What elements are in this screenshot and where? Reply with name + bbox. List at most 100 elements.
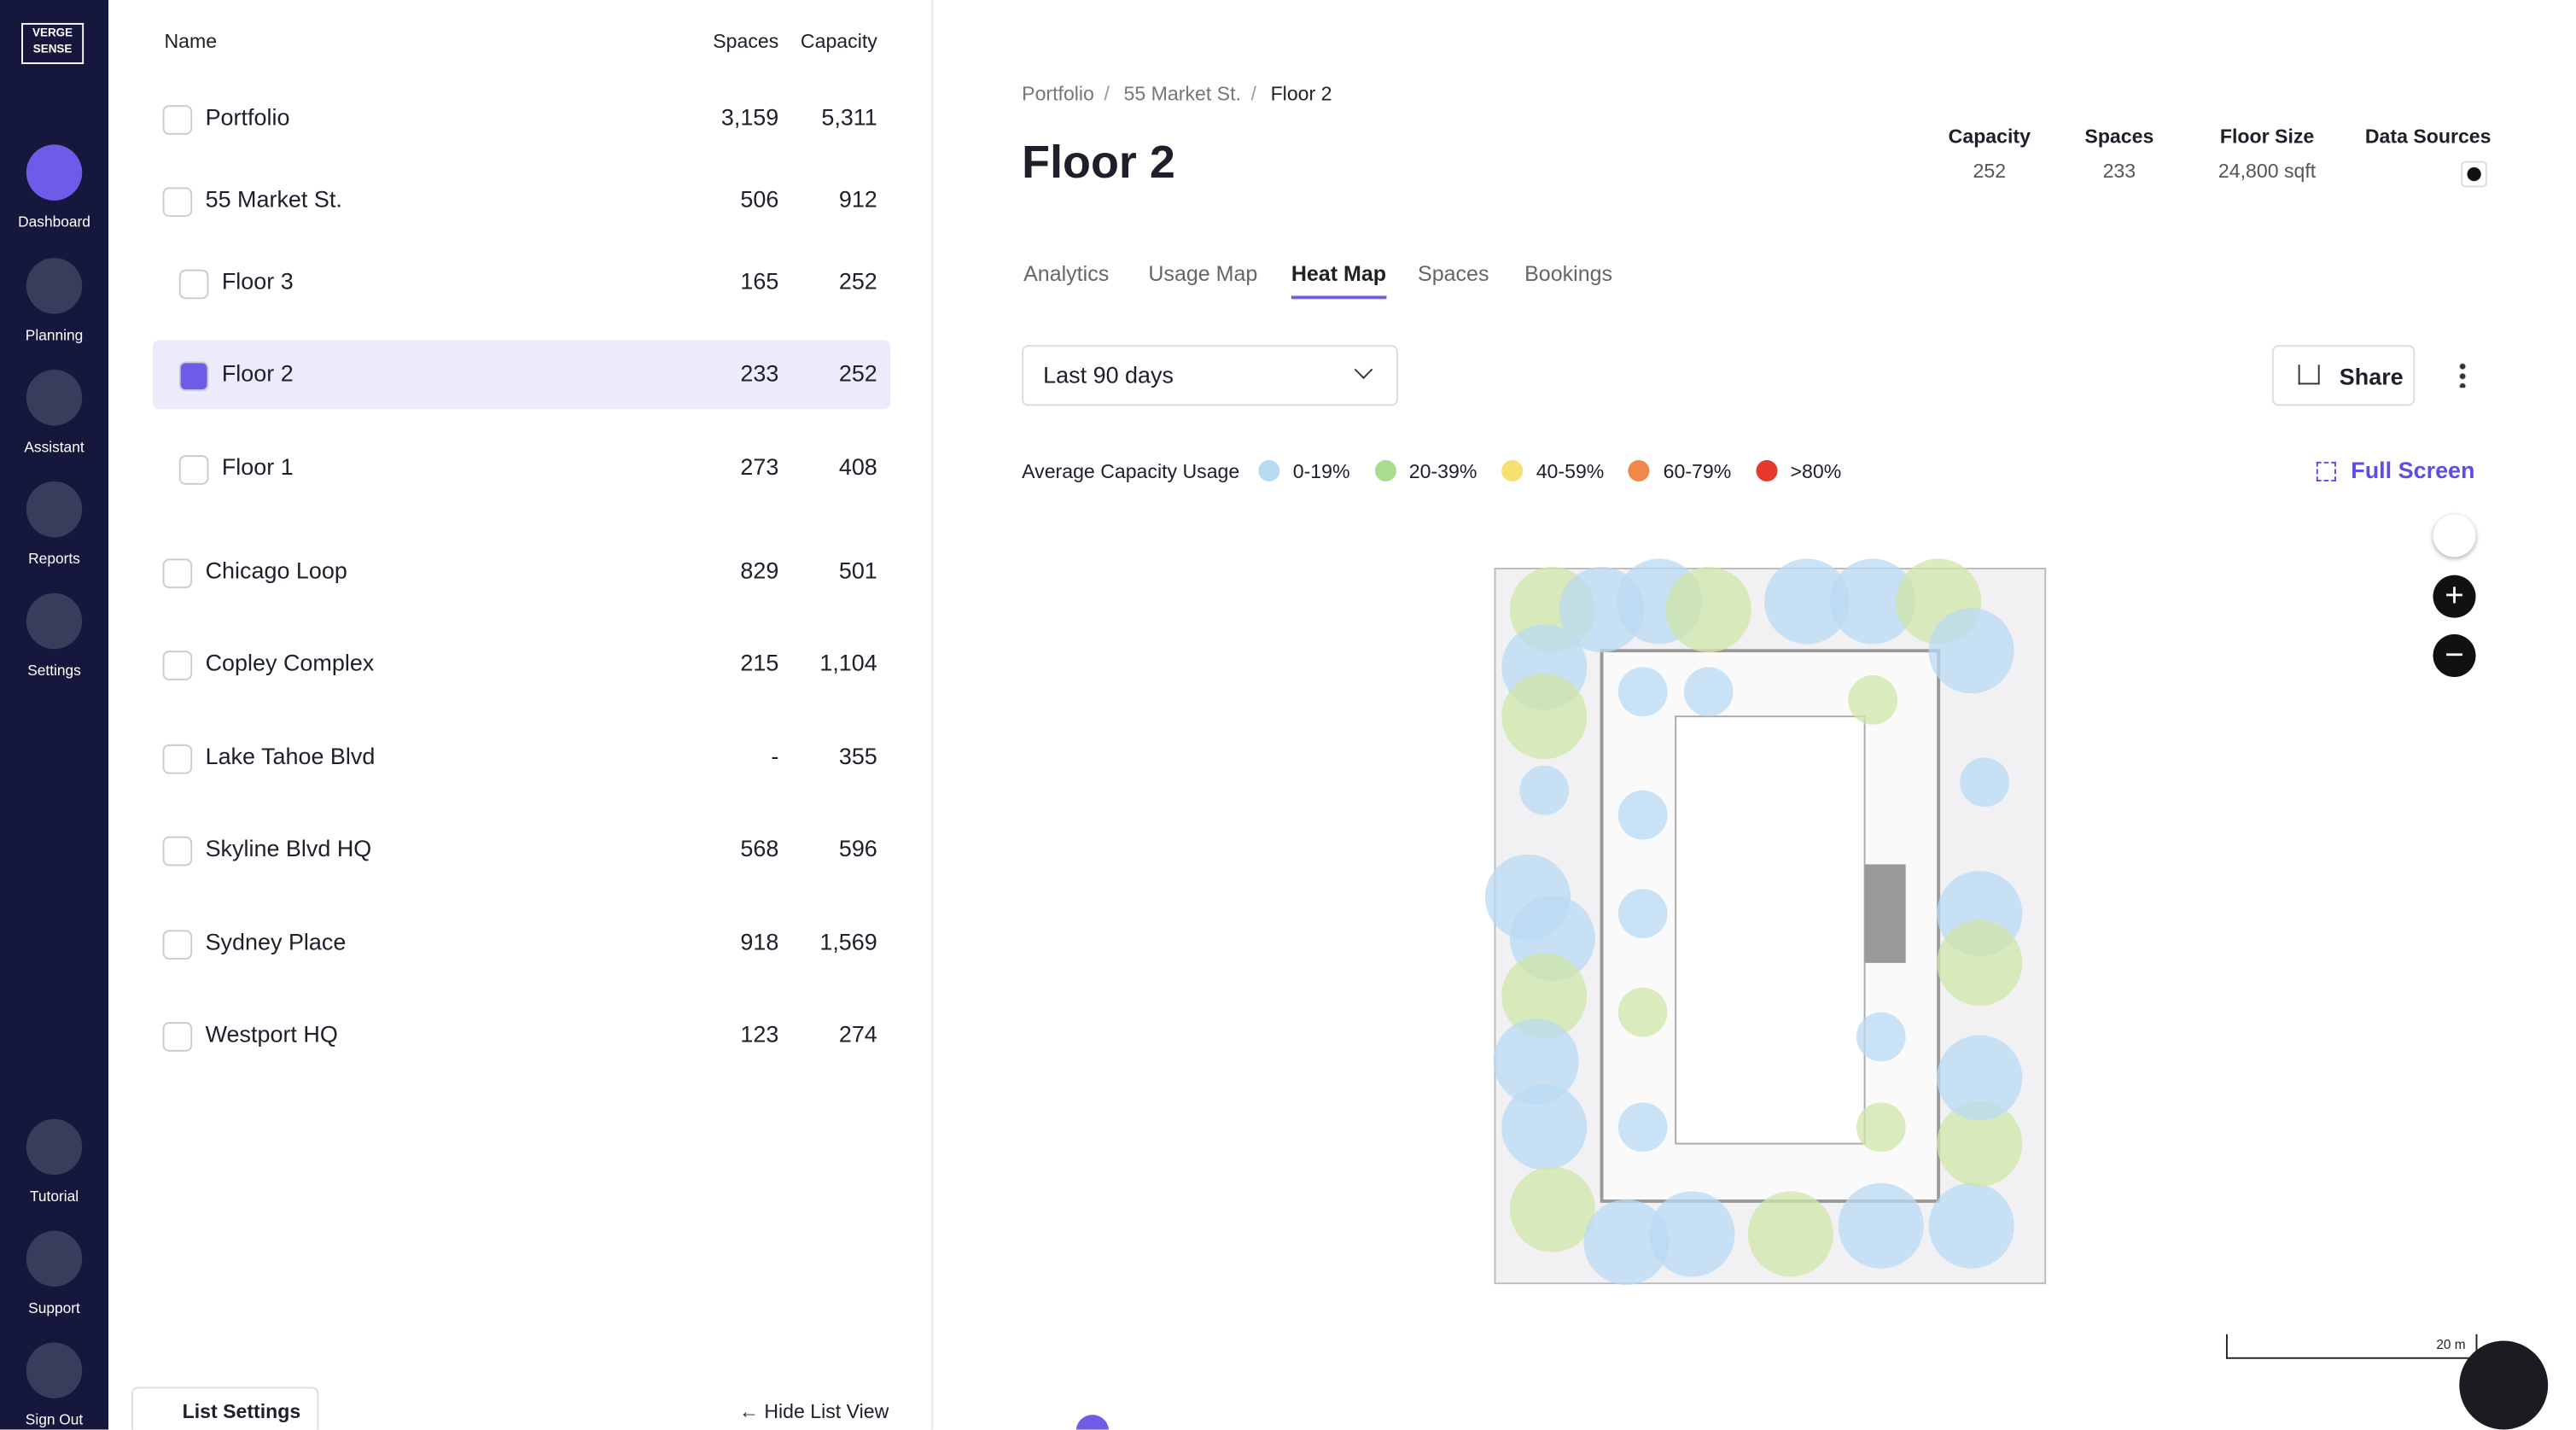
date-range-value: Last 90 days xyxy=(1043,361,1174,388)
heat-blob xyxy=(1617,987,1668,1037)
breadcrumb-item[interactable]: Portfolio xyxy=(1022,82,1094,106)
heat-map xyxy=(1484,558,2047,1286)
chat-button[interactable] xyxy=(2459,1340,2549,1430)
row-spaces: - xyxy=(771,742,779,769)
stat-label: Data Sources xyxy=(2364,125,2491,149)
row-icon[interactable] xyxy=(178,455,209,485)
row-spaces: 123 xyxy=(740,1020,779,1048)
row-icon[interactable] xyxy=(162,558,193,589)
nav-icon[interactable] xyxy=(26,481,83,538)
zoom-button[interactable]: + xyxy=(2433,575,2476,618)
stat-label: Floor Size xyxy=(2219,125,2315,149)
row-capacity: 1,569 xyxy=(819,928,877,955)
heat-blob xyxy=(1830,558,1916,645)
row-icon[interactable] xyxy=(178,269,209,300)
legend-label: 0-19% xyxy=(1292,459,1350,483)
full-screen-icon[interactable] xyxy=(2316,461,2336,482)
heat-blob xyxy=(1509,1166,1595,1252)
row-spaces: 506 xyxy=(740,185,779,213)
date-range-dropdown[interactable]: Last 90 days xyxy=(1022,345,1398,406)
tab[interactable]: Usage Map xyxy=(1148,261,1258,286)
full-screen-button[interactable]: Full Screen xyxy=(2351,457,2475,483)
nav-icon[interactable] xyxy=(26,1118,83,1176)
more-menu[interactable] xyxy=(2459,361,2466,388)
row-icon[interactable] xyxy=(162,1022,193,1052)
heat-blob xyxy=(1617,667,1668,717)
row-name[interactable]: Floor 3 xyxy=(221,267,294,295)
compass-button[interactable] xyxy=(2433,514,2476,557)
nav-label[interactable]: Tutorial xyxy=(29,1188,79,1205)
tab[interactable]: Spaces xyxy=(1418,261,1489,286)
row-icon[interactable] xyxy=(162,187,193,218)
row-name[interactable]: Westport HQ xyxy=(205,1020,338,1048)
share-button[interactable]: Share xyxy=(2271,345,2416,406)
nav-icon[interactable] xyxy=(26,258,83,314)
row-icon[interactable] xyxy=(178,361,209,392)
heat-blob xyxy=(1501,1084,1588,1170)
heat-blob xyxy=(1856,1102,1906,1153)
row-name[interactable]: Copley Complex xyxy=(205,649,375,676)
hide-list-link[interactable]: ← Hide List View xyxy=(738,1399,889,1423)
nav-label[interactable]: Settings xyxy=(27,662,81,679)
list-settings-button[interactable]: List Settings xyxy=(131,1386,319,1430)
nav-label[interactable]: Reports xyxy=(28,550,80,568)
col-header: Spaces xyxy=(713,29,779,53)
dropdown-caret xyxy=(1354,360,1373,379)
row-icon[interactable] xyxy=(162,836,193,867)
row-capacity: 912 xyxy=(838,185,877,213)
row-name[interactable]: Floor 1 xyxy=(221,453,294,481)
nav-icon[interactable] xyxy=(26,1230,83,1287)
row-icon[interactable] xyxy=(162,105,193,135)
row-name[interactable]: Lake Tahoe Blvd xyxy=(205,742,376,769)
row-name[interactable]: Chicago Loop xyxy=(205,557,347,584)
legend-label: >80% xyxy=(1790,459,1842,483)
nav-label[interactable]: Support xyxy=(28,1299,80,1316)
row-icon[interactable] xyxy=(162,651,193,680)
legend-swatch xyxy=(1501,459,1524,482)
row-name[interactable]: Skyline Blvd HQ xyxy=(205,834,372,861)
nav-label[interactable]: Sign Out xyxy=(25,1411,84,1428)
row-name[interactable]: Portfolio xyxy=(205,103,290,131)
row-capacity: 596 xyxy=(838,834,877,861)
stat-label: Spaces xyxy=(2084,125,2154,149)
stat-label: Capacity xyxy=(1948,125,2031,149)
legend-label: 40-59% xyxy=(1536,459,1605,483)
nav-icon[interactable] xyxy=(26,370,83,426)
row-icon[interactable] xyxy=(162,744,193,774)
row-highlight[interactable] xyxy=(152,340,891,410)
heat-blob xyxy=(1838,1182,1924,1269)
share-icon xyxy=(2298,365,2320,385)
list-panel: Name Spaces Capacity Portfolio 3,159 5,311 55 … xyxy=(108,0,934,1430)
legend-swatch xyxy=(1258,459,1280,482)
row-name[interactable]: 55 Market St. xyxy=(205,185,342,213)
breadcrumb-item[interactable]: 55 Market St. xyxy=(1123,82,1241,106)
legend-label: 60-79% xyxy=(1663,459,1732,483)
heat-blob xyxy=(1856,1012,1906,1062)
heat-blob xyxy=(1583,1199,1670,1286)
row-capacity: 355 xyxy=(838,742,877,769)
tab[interactable]: Bookings xyxy=(1524,261,1613,286)
heat-blob xyxy=(1617,790,1668,840)
nav-icon[interactable] xyxy=(26,592,83,650)
tab[interactable]: Heat Map xyxy=(1291,261,1387,300)
zoom-button[interactable]: − xyxy=(2433,633,2476,677)
row-spaces: 215 xyxy=(740,649,779,676)
nav-label[interactable]: Dashboard xyxy=(18,213,90,231)
col-header: Capacity xyxy=(800,29,877,53)
nav-label[interactable]: Assistant xyxy=(24,438,85,456)
heat-blob xyxy=(1501,953,1588,1039)
nav-label[interactable]: Planning xyxy=(25,327,84,344)
scale-bar xyxy=(2225,1334,2478,1359)
tab[interactable]: Analytics xyxy=(1023,261,1110,286)
row-icon[interactable] xyxy=(162,930,193,960)
heat-blob xyxy=(1937,919,2023,1006)
nav-icon[interactable] xyxy=(26,144,83,201)
col-header: Name xyxy=(164,29,218,53)
row-name[interactable]: Floor 2 xyxy=(221,359,294,387)
row-capacity: 252 xyxy=(838,267,877,295)
nav-icon[interactable] xyxy=(26,1342,83,1398)
row-spaces: 3,159 xyxy=(720,103,779,131)
row-name[interactable]: Sydney Place xyxy=(205,928,347,955)
heat-blob xyxy=(1683,667,1734,717)
